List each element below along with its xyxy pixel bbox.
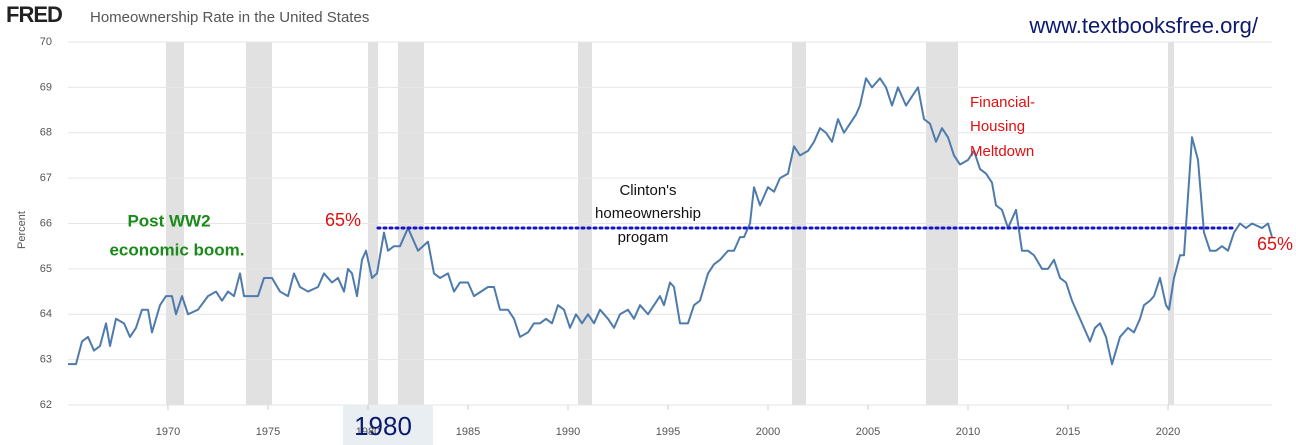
y-tick-label: 64 — [40, 308, 52, 320]
annotation: progam — [618, 229, 669, 246]
x-tick-label: 1995 — [656, 426, 680, 438]
y-axis-label: Percent — [16, 211, 28, 249]
annotation: Housing — [970, 118, 1025, 135]
annotation: Clinton's — [619, 182, 676, 199]
x-tick-label: 2020 — [1156, 426, 1180, 438]
highlight-box — [343, 405, 433, 445]
annotation: economic boom. — [109, 240, 244, 259]
y-tick-label: 69 — [40, 81, 52, 93]
annotation: Meltdown — [970, 143, 1034, 160]
x-tick-label: 1985 — [456, 426, 480, 438]
plot-area: 62 63 64 65 66 67 68 69 70 1970 1975 1980 1985 1990 19… — [40, 36, 1273, 445]
annotation: Post WW2 — [127, 211, 210, 230]
annotation: homeownership — [595, 205, 701, 222]
chart-title: Homeownership Rate in the United States — [90, 9, 369, 26]
annotation: Financial- — [970, 94, 1035, 111]
y-tick-label: 63 — [40, 354, 52, 366]
annotation: 65% — [1257, 234, 1293, 254]
x-tick-label: 1970 — [156, 426, 180, 438]
y-tick-label: 67 — [40, 172, 52, 184]
annotation: 65% — [325, 210, 361, 230]
y-tick-label: 70 — [40, 36, 52, 48]
x-tick-label: 1975 — [256, 426, 280, 438]
logo: FRED — [6, 2, 62, 27]
x-tick-label: 1990 — [556, 426, 580, 438]
y-tick-label: 68 — [40, 127, 52, 139]
x-tick-label: 2010 — [956, 426, 980, 438]
y-tick-label: 65 — [40, 263, 52, 275]
watermark: www.textbooksfree.org/ — [1028, 13, 1259, 38]
x-tick-label: 2000 — [756, 426, 780, 438]
x-tick-label: 2015 — [1056, 426, 1080, 438]
y-tick-label: 66 — [40, 217, 52, 229]
x-tick-label: 2005 — [856, 426, 880, 438]
data-line — [68, 77, 1273, 366]
y-tick-label: 62 — [40, 399, 52, 411]
highlight-label: 1980 — [354, 411, 412, 441]
x-tick-label: 1980 — [356, 426, 380, 438]
